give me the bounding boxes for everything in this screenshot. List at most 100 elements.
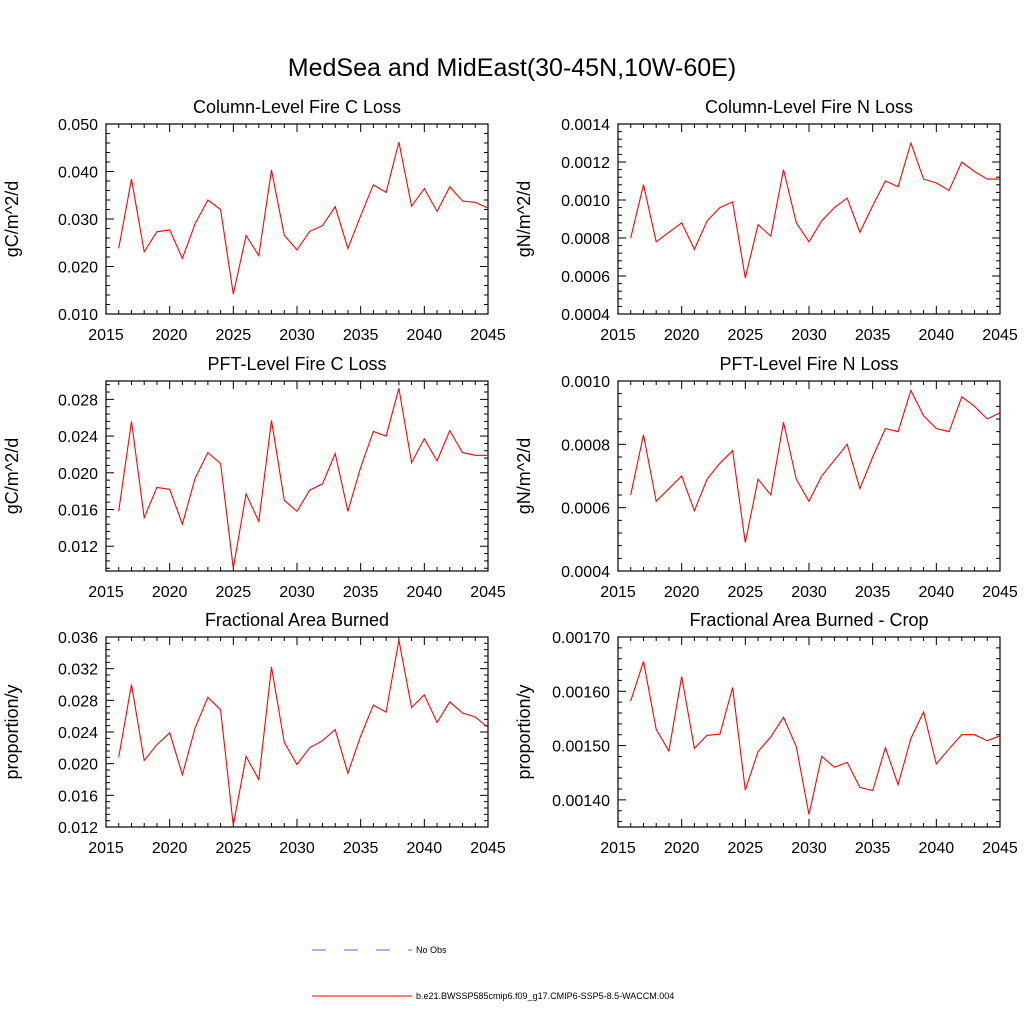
y-tick-label: 0.0004 bbox=[561, 564, 610, 581]
y-tick-label: 0.016 bbox=[58, 503, 98, 520]
y-tick-label: 0.010 bbox=[58, 307, 98, 324]
y-tick-label: 0.0010 bbox=[561, 374, 610, 391]
x-tick-label: 2045 bbox=[982, 840, 1018, 857]
y-tick-label: 0.0008 bbox=[561, 437, 610, 454]
panels: Column-Level Fire C Loss 2015 2020 2025 2030… bbox=[2, 97, 1018, 857]
x-tick-label: 2020 bbox=[664, 327, 700, 344]
chart-panel-4: PFT-Level Fire N Loss 2015 2020 2025 2030 203… bbox=[514, 354, 1018, 601]
plot-frame bbox=[617, 636, 1001, 828]
x-tick-label: 2020 bbox=[152, 840, 188, 857]
y-tick-label: 0.030 bbox=[58, 212, 98, 229]
y-tick-label: 0.0012 bbox=[561, 155, 610, 172]
y-tick-label: 0.012 bbox=[58, 820, 98, 837]
y-tick-label: 0.032 bbox=[58, 662, 98, 679]
x-tick-label: 2030 bbox=[279, 327, 315, 344]
x-tick-label: 2015 bbox=[600, 840, 636, 857]
plot-frame bbox=[617, 380, 1001, 572]
plot-frame bbox=[105, 380, 489, 572]
y-tick-label: 0.00140 bbox=[552, 793, 610, 810]
y-tick-label: 0.036 bbox=[58, 630, 98, 647]
x-tick-label: 2035 bbox=[855, 840, 891, 857]
series-line-1 bbox=[630, 141, 1000, 279]
y-tick-label: 0.040 bbox=[58, 165, 98, 182]
x-tick-label: 2040 bbox=[407, 327, 443, 344]
x-tick-label: 2025 bbox=[216, 584, 252, 601]
panel-title: PFT-Level Fire C Loss bbox=[207, 354, 386, 374]
y-tick-label: 0.028 bbox=[58, 693, 98, 710]
y-axis-label: proportion/y bbox=[514, 684, 534, 779]
x-tick-label: 2045 bbox=[470, 584, 506, 601]
x-tick-label: 2020 bbox=[152, 584, 188, 601]
series-line-1 bbox=[118, 141, 489, 295]
figure-title: MedSea and MidEast(30-45N,10W-60E) bbox=[288, 54, 736, 82]
y-tick-label: 0.00150 bbox=[552, 739, 610, 756]
y-axis-label: proportion/y bbox=[2, 684, 22, 779]
x-tick-label: 2040 bbox=[919, 840, 955, 857]
x-tick-label: 2040 bbox=[407, 840, 443, 857]
y-tick-label: 0.00170 bbox=[552, 630, 610, 647]
x-tick-label: 2025 bbox=[216, 327, 252, 344]
x-tick-label: 2030 bbox=[791, 840, 827, 857]
x-tick-label: 2020 bbox=[152, 327, 188, 344]
y-tick-label: 0.020 bbox=[58, 260, 98, 277]
y-axis-label: gN/m^2/d bbox=[514, 181, 534, 257]
y-tick-label: 0.0006 bbox=[561, 269, 610, 286]
series-line-1 bbox=[118, 640, 489, 826]
x-tick-label: 2030 bbox=[791, 327, 827, 344]
x-tick-label: 2025 bbox=[728, 840, 764, 857]
y-tick-label: 0.012 bbox=[58, 539, 98, 556]
x-tick-label: 2045 bbox=[470, 327, 506, 344]
plot-frame bbox=[105, 123, 489, 315]
x-tick-label: 2025 bbox=[728, 584, 764, 601]
x-tick-label: 2015 bbox=[600, 584, 636, 601]
y-tick-label: 0.028 bbox=[58, 392, 98, 409]
x-tick-label: 2015 bbox=[88, 840, 124, 857]
panel-title: Column-Level Fire N Loss bbox=[705, 97, 913, 117]
chart-panel-6: Fractional Area Burned - Crop 2015 2020 202… bbox=[514, 610, 1018, 857]
legend-obs-label: No Obs bbox=[416, 945, 447, 955]
x-tick-label: 2045 bbox=[470, 840, 506, 857]
chart-panel-3: PFT-Level Fire C Loss 2015 2020 2025 2030 203… bbox=[2, 354, 506, 601]
x-tick-label: 2045 bbox=[982, 327, 1018, 344]
x-tick-label: 2035 bbox=[343, 584, 379, 601]
x-tick-label: 2035 bbox=[343, 840, 379, 857]
x-tick-label: 2015 bbox=[88, 584, 124, 601]
y-tick-label: 0.0010 bbox=[561, 193, 610, 210]
panel-title: PFT-Level Fire N Loss bbox=[719, 354, 898, 374]
y-axis-label: gC/m^2/d bbox=[2, 438, 22, 514]
x-tick-label: 2035 bbox=[343, 327, 379, 344]
x-tick-label: 2030 bbox=[279, 840, 315, 857]
y-tick-label: 0.0006 bbox=[561, 501, 610, 518]
y-tick-label: 0.020 bbox=[58, 466, 98, 483]
x-tick-label: 2035 bbox=[855, 584, 891, 601]
y-tick-label: 0.024 bbox=[58, 725, 98, 742]
y-tick-label: 0.016 bbox=[58, 788, 98, 805]
x-tick-label: 2015 bbox=[88, 327, 124, 344]
y-tick-label: 0.050 bbox=[58, 117, 98, 134]
x-tick-label: 2015 bbox=[600, 327, 636, 344]
panel-title: Column-Level Fire C Loss bbox=[193, 97, 401, 117]
legend: No Obs b.e21.BWSSP585cmip6.f09_g17.CMIP6… bbox=[312, 945, 674, 1001]
legend-model-label: b.e21.BWSSP585cmip6.f09_g17.CMIP6-SSP5-8… bbox=[416, 991, 674, 1001]
x-tick-label: 2035 bbox=[855, 327, 891, 344]
x-tick-label: 2040 bbox=[919, 584, 955, 601]
panel-title: Fractional Area Burned - Crop bbox=[689, 610, 928, 630]
x-tick-label: 2020 bbox=[664, 584, 700, 601]
y-tick-label: 0.00160 bbox=[552, 684, 610, 701]
chart-panel-5: Fractional Area Burned 2015 2020 2025 2030 20… bbox=[2, 610, 506, 857]
plot-frame bbox=[617, 123, 1001, 315]
x-tick-label: 2030 bbox=[791, 584, 827, 601]
panel-title: Fractional Area Burned bbox=[205, 610, 389, 630]
x-tick-label: 2040 bbox=[919, 327, 955, 344]
x-tick-label: 2025 bbox=[728, 327, 764, 344]
x-tick-label: 2020 bbox=[664, 840, 700, 857]
x-tick-label: 2040 bbox=[407, 584, 443, 601]
y-tick-label: 0.0008 bbox=[561, 231, 610, 248]
series-line-1 bbox=[630, 389, 1001, 543]
y-tick-label: 0.0014 bbox=[561, 117, 610, 134]
x-tick-label: 2030 bbox=[279, 584, 315, 601]
plot-frame bbox=[105, 636, 489, 828]
y-axis-label: gN/m^2/d bbox=[514, 438, 534, 514]
y-axis-label: gC/m^2/d bbox=[2, 181, 22, 257]
